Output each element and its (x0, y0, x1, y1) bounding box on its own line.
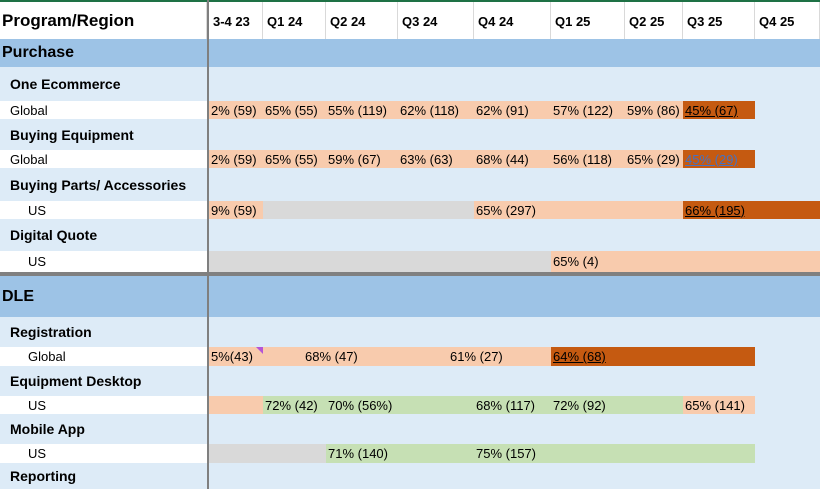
value-cell[interactable]: 62% (118) (398, 101, 474, 119)
column-header-q1-24[interactable]: Q1 24 (263, 2, 326, 40)
program-row-reporting[interactable]: Reporting (0, 463, 820, 489)
region-row-registration-global[interactable]: Global 5%(43) 68% (47) 61% (27) 64% (68) (0, 347, 820, 366)
empty-cell[interactable] (209, 396, 263, 414)
empty-cell[interactable] (263, 201, 474, 219)
value-cell-link[interactable]: 45% (29) (683, 150, 755, 168)
region-row-digital-quote-us[interactable]: US 65% (4) (0, 251, 820, 272)
value-cell[interactable]: 55% (119) (326, 101, 398, 119)
region-label: Global (0, 150, 207, 168)
region-row-buying-equipment-global[interactable]: Global 2% (59) 65% (55) 59% (67) 63% (63… (0, 150, 820, 168)
column-header-q4-24[interactable]: Q4 24 (474, 2, 551, 40)
section-row-dle[interactable]: DLE (0, 276, 820, 317)
column-header-q2-24[interactable]: Q2 24 (326, 2, 398, 40)
program-row-buying-parts[interactable]: Buying Parts/ Accessories (0, 168, 820, 201)
empty-cell[interactable] (209, 251, 551, 272)
empty-cell[interactable] (209, 444, 326, 463)
column-header-q3-25[interactable]: Q3 25 (683, 2, 755, 40)
program-label: Buying Parts/ Accessories (10, 176, 187, 193)
column-header-q3-24[interactable]: Q3 24 (398, 2, 474, 40)
program-row-registration[interactable]: Registration (0, 317, 820, 347)
region-label: US (0, 444, 207, 463)
value-cell-merged[interactable]: 68% (47) 61% (27) (263, 347, 551, 366)
value-text: 61% (27) (450, 349, 503, 364)
region-row-mobile-app-us[interactable]: US 71% (140) 75% (157) (0, 444, 820, 463)
region-row-one-ecommerce-global[interactable]: Global 2% (59) 65% (55) 55% (119) 62% (1… (0, 101, 820, 119)
region-label: US (0, 251, 207, 272)
frozen-pane-divider (207, 0, 209, 489)
program-label: Mobile App (10, 421, 85, 437)
value-cell[interactable]: 56% (118) (551, 150, 625, 168)
program-label: Registration (10, 324, 92, 340)
value-cell[interactable]: 72% (92) (551, 396, 683, 414)
value-cell-highlighted[interactable]: 45% (67) (683, 101, 755, 119)
value-cell[interactable]: 65% (141) (683, 396, 755, 414)
value-cell[interactable]: 59% (86) (625, 101, 683, 119)
program-label: Digital Quote (10, 227, 98, 243)
value-cell[interactable]: 68% (44) (474, 150, 551, 168)
column-header-3-4-23[interactable]: 3-4 23 (209, 2, 263, 40)
value-cell[interactable]: 70% (56%) (326, 396, 474, 414)
comment-indicator-icon[interactable] (256, 347, 263, 354)
column-header-q4-25[interactable]: Q4 25 (755, 2, 820, 40)
program-row-equipment-desktop[interactable]: Equipment Desktop (0, 366, 820, 396)
program-label: Buying Equipment (10, 126, 134, 143)
column-header-program-region[interactable]: Program/Region (0, 2, 207, 40)
value-cell[interactable]: 72% (42) (263, 396, 326, 414)
program-row-buying-equipment[interactable]: Buying Equipment (0, 119, 820, 150)
region-label: Global (0, 347, 207, 366)
region-label: Global (0, 101, 207, 119)
region-label: US (0, 396, 207, 414)
value-cell[interactable]: 65% (55) (263, 150, 326, 168)
value-cell[interactable]: 65% (55) (263, 101, 326, 119)
program-label: One Ecommerce (10, 76, 121, 92)
value-cell[interactable]: 71% (140) (326, 444, 474, 463)
section-row-purchase[interactable]: Purchase (0, 39, 820, 67)
program-label: Reporting (10, 468, 77, 484)
column-header-q1-25[interactable]: Q1 25 (551, 2, 625, 40)
value-cell[interactable]: 65% (297) (474, 201, 683, 219)
section-label: Purchase (2, 44, 75, 61)
section-label: DLE (2, 287, 34, 305)
program-row-mobile-app[interactable]: Mobile App (0, 414, 820, 444)
value-cell[interactable]: 63% (63) (398, 150, 474, 168)
value-cell[interactable]: 59% (67) (326, 150, 398, 168)
value-cell[interactable]: 65% (4) (551, 251, 820, 272)
program-row-one-ecommerce[interactable]: One Ecommerce (0, 67, 820, 101)
value-cell[interactable]: 68% (117) (474, 396, 551, 414)
region-row-buying-parts-us[interactable]: US 9% (59) 65% (297) 66% (195) (0, 201, 820, 219)
column-header-q2-25[interactable]: Q2 25 (625, 2, 683, 40)
value-cell[interactable]: 2% (59) (209, 101, 263, 119)
value-cell[interactable]: 9% (59) (209, 201, 263, 219)
value-cell[interactable]: 5%(43) (209, 347, 263, 366)
value-cell-highlighted[interactable]: 64% (68) (551, 347, 755, 366)
value-cell[interactable]: 65% (29) (625, 150, 683, 168)
program-row-digital-quote[interactable]: Digital Quote (0, 219, 820, 251)
value-cell[interactable]: 57% (122) (551, 101, 625, 119)
value-cell[interactable]: 62% (91) (474, 101, 551, 119)
section-separator (0, 272, 820, 276)
value-cell-highlighted[interactable]: 66% (195) (683, 201, 820, 219)
region-row-equipment-desktop-us[interactable]: US 72% (42) 70% (56%) 68% (117) 72% (92)… (0, 396, 820, 414)
program-label: Equipment Desktop (10, 373, 142, 389)
value-cell[interactable]: 2% (59) (209, 150, 263, 168)
header-row: Program/Region 3-4 23 Q1 24 Q2 24 Q3 24 … (0, 0, 820, 40)
value-text: 68% (47) (305, 349, 358, 364)
region-label: US (0, 201, 207, 219)
value-cell[interactable]: 75% (157) (474, 444, 755, 463)
